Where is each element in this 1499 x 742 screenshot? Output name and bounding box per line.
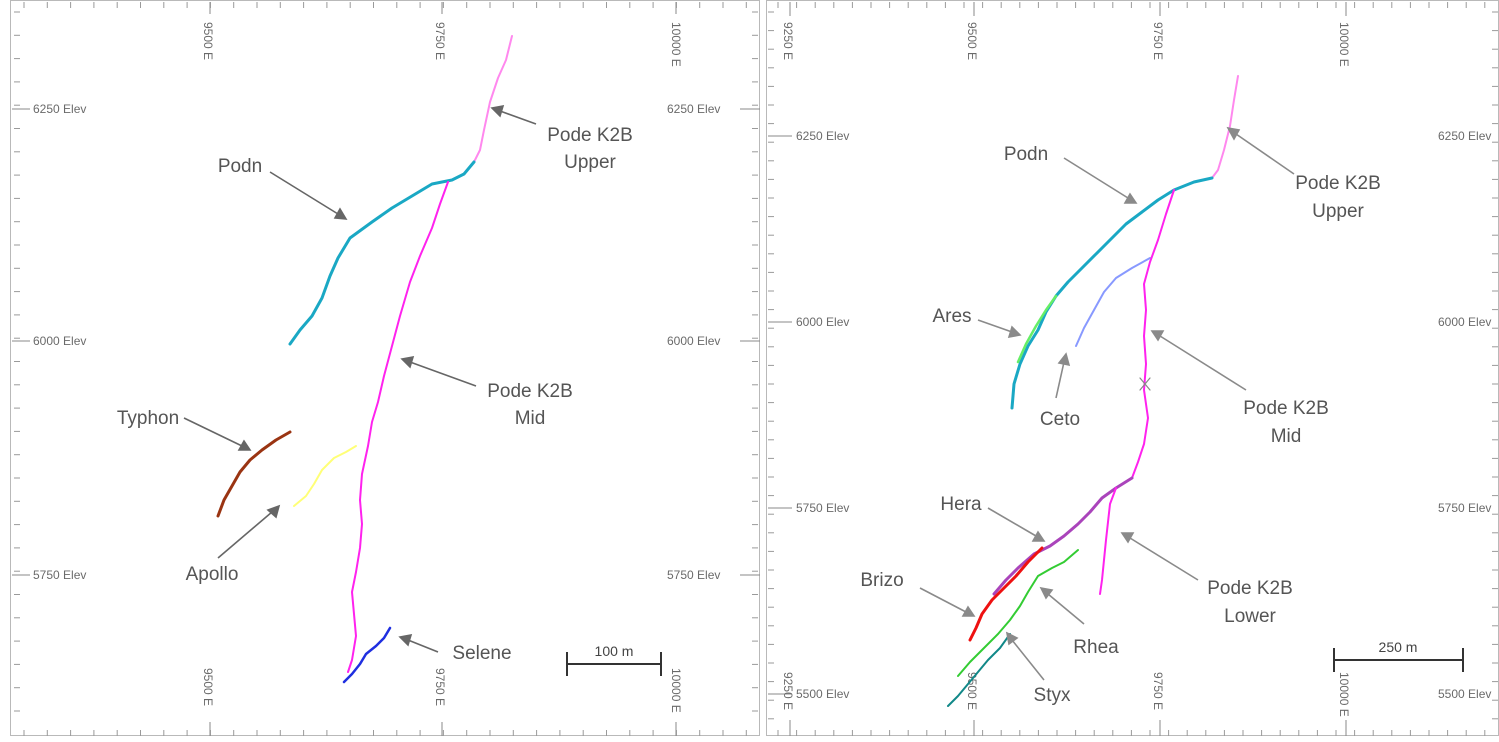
elev-label-left-2: 5750 Elev bbox=[33, 568, 86, 582]
callout-rhea: Rhea bbox=[1073, 637, 1119, 658]
callout-pode-upper-line2: Upper bbox=[1312, 201, 1364, 222]
callout-hera: Hera bbox=[940, 494, 982, 515]
elev-label-right-1: 6000 Elev bbox=[667, 334, 720, 348]
trace-podn bbox=[1010, 176, 1214, 410]
easting-label-top-1: 9750 E bbox=[433, 22, 447, 60]
easting-label-top-2: 10000 E bbox=[669, 22, 683, 67]
easting-label-top-2: 9750 E bbox=[1151, 22, 1165, 60]
trace-podn bbox=[288, 160, 476, 346]
right-section-panel: 6250 Elev 6000 Elev 5750 Elev 5500 Elev … bbox=[766, 0, 1499, 742]
easting-label-top-0: 9250 E bbox=[781, 22, 795, 60]
callout-arrows bbox=[919, 126, 1295, 681]
callout-pode-upper-line2: Upper bbox=[564, 152, 616, 173]
easting-label-bottom-3: 10000 E bbox=[1337, 672, 1351, 717]
trace-apollo bbox=[293, 445, 357, 507]
scale-bar-label: 250 m bbox=[1379, 639, 1418, 655]
easting-label-top-1: 9500 E bbox=[965, 22, 979, 60]
trace-ares bbox=[1016, 294, 1058, 364]
trace-rhea bbox=[957, 549, 1079, 677]
callout-pode-mid-line2: Mid bbox=[515, 408, 546, 429]
callout-pode-mid-line1: Pode K2B bbox=[1243, 398, 1329, 419]
callout-podn: Podn bbox=[218, 156, 262, 177]
callout-brizo: Brizo bbox=[860, 570, 903, 591]
trace-pode-upper bbox=[473, 35, 513, 163]
left-section-canvas: 6250 Elev 6000 Elev 5750 Elev 6250 Elev … bbox=[12, 2, 760, 736]
elev-label-right-0: 6250 Elev bbox=[667, 102, 720, 116]
scale-bar-label: 100 m bbox=[595, 643, 634, 659]
easting-label-bottom-0: 9500 E bbox=[201, 668, 215, 706]
tick-marks bbox=[14, 2, 758, 736]
elev-label-right-2: 5750 Elev bbox=[667, 568, 720, 582]
callout-pode-lower-line1: Pode K2B bbox=[1207, 578, 1293, 599]
easting-label-top-3: 10000 E bbox=[1337, 22, 1351, 67]
elev-label-left-2: 5750 Elev bbox=[796, 501, 849, 515]
easting-label-bottom-0: 9250 E bbox=[781, 672, 795, 710]
callout-ares: Ares bbox=[932, 306, 971, 327]
trace-typhon bbox=[216, 430, 292, 518]
callout-selene: Selene bbox=[452, 643, 511, 664]
elev-label-right-0: 6250 Elev bbox=[1438, 129, 1491, 143]
callout-pode-lower-line2: Lower bbox=[1224, 606, 1276, 627]
trace-styx bbox=[947, 633, 1011, 707]
callout-pode-upper-line1: Pode K2B bbox=[1295, 173, 1381, 194]
trace-pode-mid bbox=[1131, 189, 1175, 479]
vein-traces bbox=[947, 75, 1239, 707]
trace-pode-mid bbox=[347, 181, 449, 673]
vein-traces bbox=[216, 35, 513, 684]
easting-label-bottom-2: 10000 E bbox=[669, 668, 683, 713]
tick-marks bbox=[768, 2, 1498, 736]
trace-ceto bbox=[1075, 257, 1151, 347]
elev-label-left-1: 6000 Elev bbox=[33, 334, 86, 348]
elev-label-right-1: 6000 Elev bbox=[1438, 315, 1491, 329]
trace-brizo bbox=[968, 546, 1044, 642]
callout-arrows bbox=[183, 104, 537, 653]
elev-label-left-0: 6250 Elev bbox=[796, 129, 849, 143]
easting-label-bottom-1: 9750 E bbox=[433, 668, 447, 706]
easting-label-bottom-2: 9750 E bbox=[1151, 672, 1165, 710]
grid-stubs bbox=[12, 2, 760, 736]
callout-pode-mid-line2: Mid bbox=[1271, 426, 1302, 447]
callout-pode-mid-line1: Pode K2B bbox=[487, 381, 573, 402]
cross-marker-icon bbox=[1139, 377, 1151, 391]
trace-pode-lower bbox=[1099, 487, 1117, 595]
callout-typhon: Typhon bbox=[117, 408, 179, 429]
elev-label-left-1: 6000 Elev bbox=[796, 315, 849, 329]
elev-label-left-0: 6250 Elev bbox=[33, 102, 86, 116]
left-section-panel: 6250 Elev 6000 Elev 5750 Elev 6250 Elev … bbox=[10, 0, 760, 736]
scale-bar bbox=[1333, 648, 1464, 672]
elev-label-left-3: 5500 Elev bbox=[796, 687, 849, 701]
callout-pode-upper-line1: Pode K2B bbox=[547, 125, 633, 146]
trace-hera bbox=[992, 476, 1134, 596]
easting-label-bottom-1: 9500 E bbox=[965, 672, 979, 710]
elev-label-right-2: 5750 Elev bbox=[1438, 501, 1491, 515]
elev-label-right-3: 5500 Elev bbox=[1438, 687, 1491, 701]
callout-apollo: Apollo bbox=[186, 564, 239, 585]
trace-selene bbox=[342, 626, 392, 684]
callout-styx: Styx bbox=[1034, 685, 1071, 706]
trace-pode-upper bbox=[1211, 75, 1239, 179]
easting-label-top-0: 9500 E bbox=[201, 22, 215, 60]
callout-podn: Podn bbox=[1004, 144, 1048, 165]
callout-ceto: Ceto bbox=[1040, 409, 1080, 430]
grid-stubs bbox=[768, 2, 1347, 736]
right-section-canvas: 6250 Elev 6000 Elev 5750 Elev 5500 Elev … bbox=[768, 2, 1498, 736]
scale-bar bbox=[566, 652, 662, 676]
panel-frame bbox=[10, 0, 760, 736]
